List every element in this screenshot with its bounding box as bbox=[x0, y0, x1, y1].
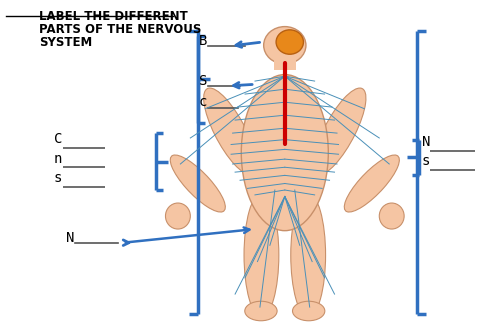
Ellipse shape bbox=[264, 27, 306, 64]
Ellipse shape bbox=[313, 88, 366, 175]
Text: N: N bbox=[66, 231, 74, 245]
Ellipse shape bbox=[245, 301, 277, 321]
Text: c: c bbox=[199, 95, 207, 109]
Text: s: s bbox=[422, 154, 430, 168]
Text: SYSTEM: SYSTEM bbox=[38, 35, 92, 49]
Text: LABEL THE DIFFERENT: LABEL THE DIFFERENT bbox=[38, 10, 188, 23]
Ellipse shape bbox=[204, 88, 256, 175]
FancyBboxPatch shape bbox=[274, 50, 295, 70]
Ellipse shape bbox=[166, 203, 190, 229]
Ellipse shape bbox=[292, 301, 325, 321]
Ellipse shape bbox=[242, 74, 328, 231]
Ellipse shape bbox=[344, 155, 400, 212]
Text: B: B bbox=[199, 33, 207, 48]
Ellipse shape bbox=[291, 193, 326, 317]
Ellipse shape bbox=[276, 30, 303, 54]
Text: C: C bbox=[54, 132, 62, 146]
Ellipse shape bbox=[380, 203, 404, 229]
Text: N: N bbox=[422, 135, 430, 149]
Text: s: s bbox=[54, 171, 62, 185]
Text: PARTS OF THE NERVOUS: PARTS OF THE NERVOUS bbox=[38, 23, 201, 35]
Ellipse shape bbox=[170, 155, 226, 212]
Text: n: n bbox=[54, 152, 62, 166]
Text: S: S bbox=[199, 73, 207, 88]
Ellipse shape bbox=[244, 193, 279, 317]
